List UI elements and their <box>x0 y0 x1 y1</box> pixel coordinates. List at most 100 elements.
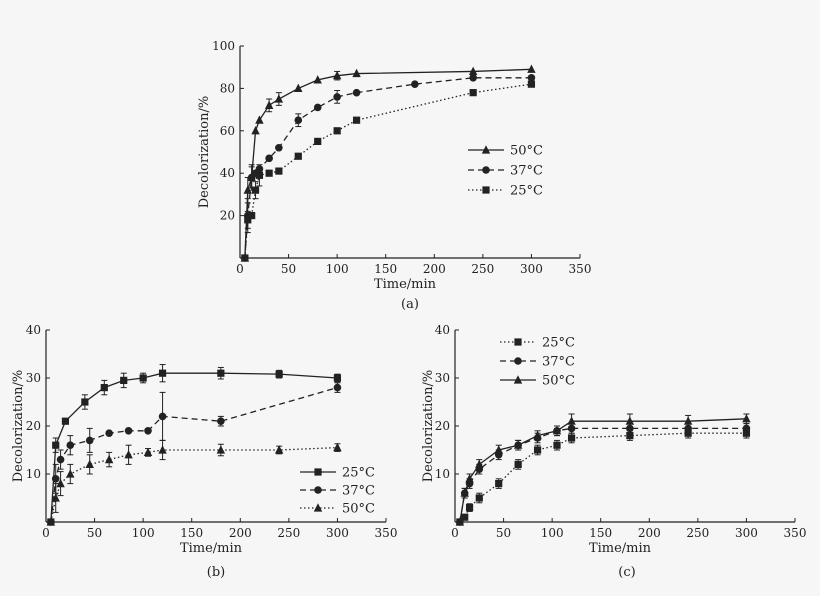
series-circle <box>241 74 536 262</box>
panel-label: (c) <box>618 565 635 580</box>
data-point <box>120 376 128 384</box>
data-point <box>332 70 342 80</box>
data-point <box>460 488 469 497</box>
panel-label: (a) <box>401 297 419 312</box>
data-point <box>469 74 477 82</box>
x-tick-label: 200 <box>423 262 446 276</box>
data-point <box>274 445 284 454</box>
data-point <box>475 494 483 502</box>
y-tick-label: 20 <box>435 419 450 433</box>
data-point <box>527 64 536 73</box>
series-triangle <box>46 439 342 526</box>
data-point <box>51 475 60 483</box>
data-point <box>243 185 252 194</box>
x-tick-label: 150 <box>374 262 397 276</box>
data-point <box>274 94 284 103</box>
data-point <box>333 383 342 392</box>
data-point <box>333 127 341 135</box>
series-line <box>459 418 747 523</box>
legend-entry: 37°C <box>300 484 375 499</box>
x-tick-label: 250 <box>471 262 494 276</box>
legend-marker <box>514 357 522 365</box>
data-point <box>455 517 465 526</box>
data-point <box>313 75 322 84</box>
data-point <box>625 416 635 425</box>
data-point <box>533 446 542 454</box>
legend-marker <box>314 486 322 494</box>
series-circle <box>47 382 342 526</box>
legend-marker <box>514 338 522 346</box>
data-point <box>66 441 75 450</box>
x-tick-label: 300 <box>326 526 349 540</box>
y-tick-label: 80 <box>220 81 235 95</box>
legend-marker <box>482 166 490 174</box>
legend-entry: 37°C <box>468 164 543 179</box>
x-tick-label: 0 <box>42 526 50 540</box>
data-point <box>495 480 503 488</box>
x-tick-label: 300 <box>520 262 543 276</box>
data-point <box>124 427 133 435</box>
data-point <box>158 369 167 377</box>
data-point <box>333 374 342 382</box>
legend-entry: 25°C <box>468 184 543 199</box>
x-tick-label: 100 <box>326 262 349 276</box>
x-axis-label: Time/min <box>374 277 437 292</box>
x-tick-label: 200 <box>229 526 252 540</box>
x-tick-label: 350 <box>784 526 807 540</box>
legend-marker <box>313 503 323 512</box>
legend-label: 50°C <box>510 144 543 159</box>
data-point <box>139 374 147 382</box>
y-tick-label: 20 <box>26 419 41 433</box>
data-point <box>313 103 322 112</box>
y-tick-label: 10 <box>26 467 41 481</box>
data-point <box>265 154 273 163</box>
data-point <box>533 430 542 440</box>
legend-entry: 25°C <box>500 336 575 351</box>
legend-label: 37°C <box>542 355 575 370</box>
series-square <box>241 80 536 262</box>
x-tick-label: 100 <box>132 526 155 540</box>
data-point <box>144 427 152 435</box>
y-tick-label: 40 <box>26 323 41 337</box>
data-point <box>241 254 249 262</box>
x-axis-label: Time/min <box>180 541 243 556</box>
legend-entry: 50°C <box>300 502 375 517</box>
x-tick-label: 0 <box>236 262 244 276</box>
data-point <box>100 384 108 392</box>
legend-label: 37°C <box>342 484 375 499</box>
data-point <box>333 442 342 452</box>
data-point <box>352 116 361 124</box>
data-point <box>85 459 94 468</box>
x-tick-label: 250 <box>277 526 300 540</box>
x-tick-label: 300 <box>735 526 758 540</box>
y-tick-label: 40 <box>220 166 235 180</box>
legend-entry: 50°C <box>468 144 543 159</box>
data-point <box>264 100 274 109</box>
legend-marker <box>513 375 523 384</box>
x-tick-label: 350 <box>375 526 398 540</box>
data-point <box>52 441 60 449</box>
data-point <box>105 429 113 438</box>
data-point <box>294 83 303 92</box>
chart-panel-c: 0 50 100 150 200 250 300 350 10 20 30 40 Time/min Dec… <box>421 323 806 580</box>
data-point <box>468 66 478 76</box>
data-point <box>124 450 133 459</box>
data-point <box>494 445 503 454</box>
legend-marker <box>481 145 491 154</box>
data-point <box>251 186 260 194</box>
data-point <box>61 417 70 425</box>
data-point <box>66 469 75 478</box>
data-point <box>46 517 56 526</box>
series-line <box>459 432 747 523</box>
legend-entry: 25°C <box>300 466 375 481</box>
y-tick-label: 30 <box>435 371 450 385</box>
data-point <box>251 126 260 135</box>
data-point <box>626 432 634 440</box>
data-point <box>56 478 65 488</box>
data-point <box>248 212 256 220</box>
data-point <box>158 412 167 421</box>
data-point <box>314 137 322 145</box>
x-tick-label: 50 <box>87 526 102 540</box>
y-axis-label: Decolorization/% <box>197 96 212 209</box>
